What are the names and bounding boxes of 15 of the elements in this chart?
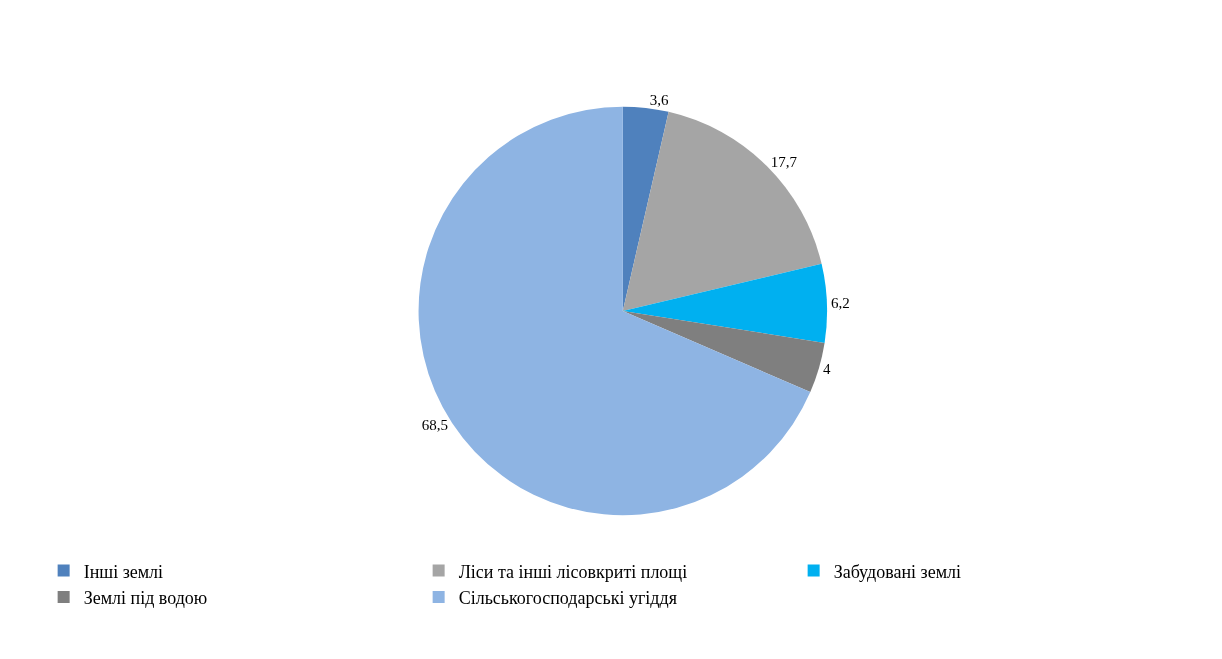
data-label: 3,6 <box>649 92 670 109</box>
pie-slice <box>622 263 827 343</box>
legend-label: Ліси та інші лісовкриті площі <box>458 561 688 582</box>
legend-label: Забудовані землі <box>833 561 962 582</box>
pie-slice <box>622 310 825 393</box>
pie-slice <box>622 111 822 311</box>
data-label: 17,7 <box>770 154 798 171</box>
data-label: 4 <box>822 360 831 377</box>
data-label: 68,5 <box>421 417 449 434</box>
legend-label: Інші землі <box>83 561 164 582</box>
pie-slice <box>418 106 811 516</box>
pie-slice <box>622 106 669 311</box>
legend-label: Сільськогосподарські угіддя <box>458 587 677 608</box>
legend-label: Землі під водою <box>83 587 208 608</box>
data-label: 6,2 <box>830 295 850 312</box>
